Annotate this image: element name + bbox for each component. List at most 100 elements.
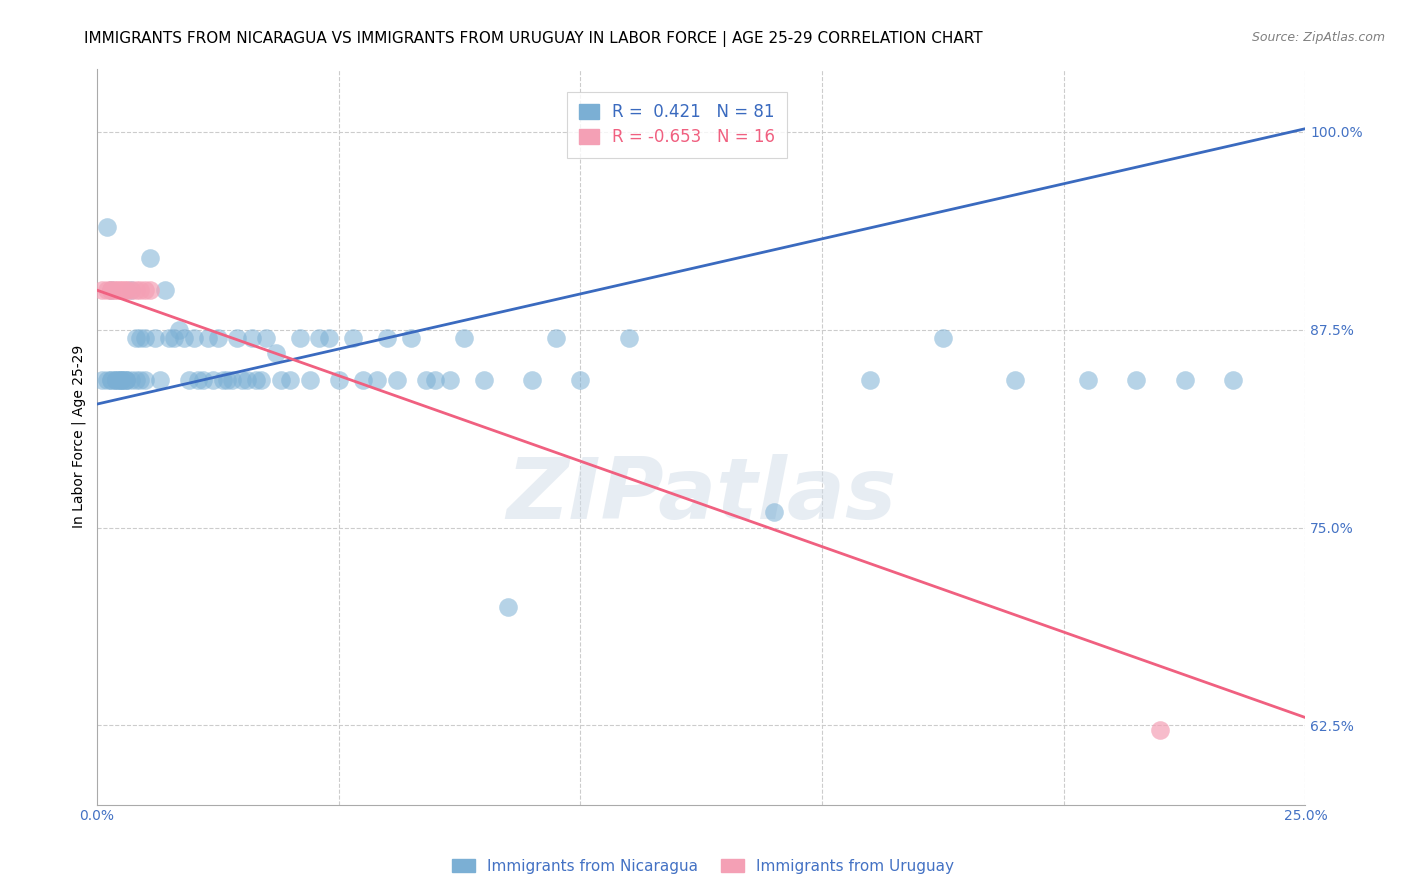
Point — [270, 373, 292, 387]
Point — [569, 373, 592, 387]
Point — [100, 283, 122, 297]
Point — [124, 283, 146, 297]
Point — [124, 331, 146, 345]
Point — [425, 373, 447, 387]
Point — [173, 331, 195, 345]
Point — [1222, 373, 1244, 387]
Point — [221, 373, 243, 387]
Point — [496, 599, 519, 614]
Point — [439, 373, 461, 387]
Point — [250, 373, 273, 387]
Point — [167, 323, 190, 337]
Point — [197, 331, 219, 345]
Point — [100, 283, 122, 297]
Point — [308, 331, 330, 345]
Point — [139, 283, 162, 297]
Point — [207, 331, 229, 345]
Y-axis label: In Labor Force | Age 25-29: In Labor Force | Age 25-29 — [72, 345, 86, 528]
Point — [201, 373, 224, 387]
Point — [96, 283, 118, 297]
Point — [375, 331, 398, 345]
Point — [399, 331, 422, 345]
Point — [240, 331, 263, 345]
Point — [134, 373, 156, 387]
Point — [342, 331, 364, 345]
Point — [187, 373, 209, 387]
Point — [120, 283, 142, 297]
Point — [149, 373, 172, 387]
Point — [124, 373, 146, 387]
Point — [115, 373, 138, 387]
Point — [100, 373, 122, 387]
Point — [385, 373, 408, 387]
Point — [245, 373, 267, 387]
Point — [105, 283, 128, 297]
Point — [110, 283, 132, 297]
Point — [183, 331, 205, 345]
Point — [193, 373, 215, 387]
Point — [318, 331, 340, 345]
Point — [157, 331, 180, 345]
Point — [453, 331, 475, 345]
Point — [100, 373, 122, 387]
Point — [1004, 373, 1026, 387]
Point — [96, 219, 118, 234]
Point — [110, 373, 132, 387]
Point — [254, 331, 277, 345]
Point — [472, 373, 495, 387]
Point — [859, 373, 882, 387]
Point — [134, 283, 156, 297]
Point — [278, 373, 301, 387]
Point — [105, 373, 128, 387]
Legend: R =  0.421   N = 81, R = -0.653   N = 16: R = 0.421 N = 81, R = -0.653 N = 16 — [567, 92, 787, 158]
Point — [115, 283, 138, 297]
Point — [226, 331, 249, 345]
Point — [1077, 373, 1099, 387]
Point — [105, 373, 128, 387]
Point — [115, 373, 138, 387]
Point — [235, 373, 257, 387]
Point — [1173, 373, 1195, 387]
Point — [177, 373, 200, 387]
Point — [105, 373, 128, 387]
Point — [110, 283, 132, 297]
Point — [96, 373, 118, 387]
Point — [415, 373, 437, 387]
Point — [110, 373, 132, 387]
Point — [90, 373, 112, 387]
Point — [546, 331, 568, 345]
Point — [762, 505, 785, 519]
Point — [153, 283, 176, 297]
Point — [217, 373, 239, 387]
Point — [110, 373, 132, 387]
Point — [120, 283, 142, 297]
Point — [163, 331, 186, 345]
Point — [617, 331, 640, 345]
Legend: Immigrants from Nicaragua, Immigrants from Uruguay: Immigrants from Nicaragua, Immigrants fr… — [446, 853, 960, 880]
Point — [90, 283, 112, 297]
Text: IMMIGRANTS FROM NICARAGUA VS IMMIGRANTS FROM URUGUAY IN LABOR FORCE | AGE 25-29 : IMMIGRANTS FROM NICARAGUA VS IMMIGRANTS … — [84, 31, 983, 47]
Point — [115, 283, 138, 297]
Point — [288, 331, 311, 345]
Text: ZIPatlas: ZIPatlas — [506, 454, 896, 537]
Point — [143, 331, 166, 345]
Point — [366, 373, 388, 387]
Point — [1149, 723, 1171, 738]
Point — [211, 373, 233, 387]
Point — [264, 346, 287, 360]
Point — [231, 373, 253, 387]
Point — [139, 252, 162, 266]
Point — [1125, 373, 1147, 387]
Point — [134, 331, 156, 345]
Point — [100, 283, 122, 297]
Point — [129, 373, 152, 387]
Point — [129, 283, 152, 297]
Point — [129, 331, 152, 345]
Point — [932, 331, 955, 345]
Point — [520, 373, 543, 387]
Point — [105, 283, 128, 297]
Point — [115, 373, 138, 387]
Point — [352, 373, 374, 387]
Point — [110, 373, 132, 387]
Point — [328, 373, 350, 387]
